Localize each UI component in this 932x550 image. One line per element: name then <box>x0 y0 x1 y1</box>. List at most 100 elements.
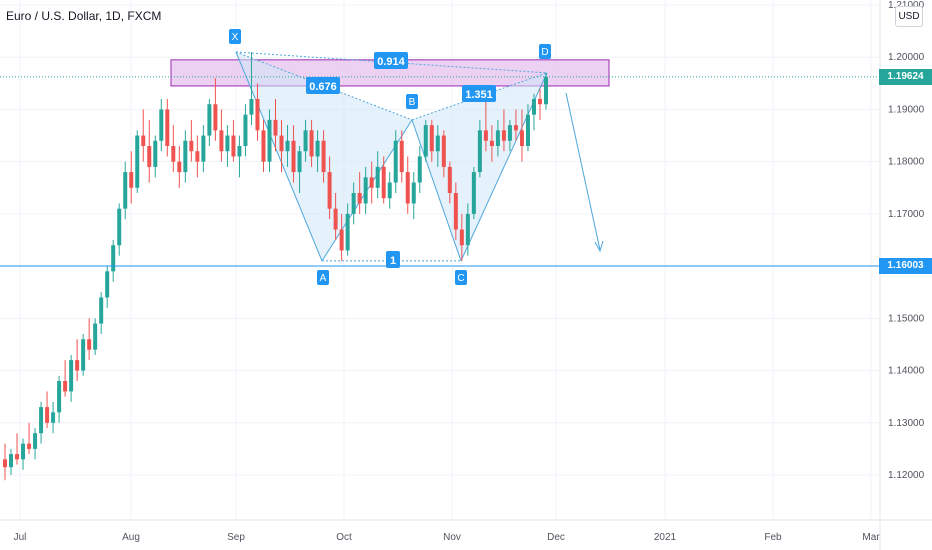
x-tick-label: Dec <box>547 532 565 543</box>
leg-xa <box>235 51 323 262</box>
x-tick-label: Jul <box>14 532 27 543</box>
candle-body <box>405 172 410 204</box>
projection-arrowhead <box>594 240 604 253</box>
candle-body <box>375 166 380 188</box>
point-label-d: D <box>541 47 548 58</box>
candle-body <box>255 99 260 131</box>
candle-body <box>69 360 74 392</box>
candle-body <box>387 182 392 199</box>
ratio-label-ac: 1 <box>390 255 396 267</box>
y-tick-label: 1.18000 <box>888 157 925 168</box>
candle-body <box>249 99 254 115</box>
y-tick-label: 1.13000 <box>888 418 925 429</box>
candle-body <box>369 177 374 188</box>
point-label-d-bg <box>539 44 551 59</box>
candle-body <box>399 140 404 173</box>
candle-body <box>219 130 224 152</box>
chart-title: Euro / U.S. Dollar, 1D, FXCM <box>6 9 162 23</box>
candle-body <box>21 443 26 460</box>
candle-body <box>141 135 146 146</box>
candle-body <box>465 213 470 246</box>
current-price-tag: 1.19624 <box>879 68 932 85</box>
x-tick-label: 2021 <box>654 532 677 543</box>
candle-body <box>147 146 152 167</box>
candle-body <box>261 130 266 162</box>
y-tick-label: 1.14000 <box>888 366 925 377</box>
candle-body <box>99 297 104 324</box>
candle-body <box>135 135 140 188</box>
candle-body <box>123 172 128 209</box>
x-tick-label: Mar <box>862 532 880 543</box>
support-price-tag: 1.16003 <box>879 257 932 274</box>
candle-body <box>27 443 32 449</box>
candle-body <box>9 454 14 468</box>
candle-body <box>501 130 506 141</box>
candle-body <box>189 140 194 152</box>
currency-button[interactable]: USD <box>895 6 923 27</box>
candle-body <box>351 193 356 214</box>
pattern-labels: X A B C D 0.676 1.351 0.914 1 <box>229 29 551 285</box>
ratio-label-xad-bg <box>374 52 408 69</box>
candle-body <box>495 130 500 146</box>
candle-body <box>285 140 290 152</box>
candle-body <box>225 135 230 152</box>
candle-body <box>297 151 302 173</box>
candle-body <box>525 114 530 146</box>
candle-body <box>411 182 416 204</box>
candle-body <box>81 339 86 371</box>
candle-body <box>423 125 428 157</box>
candle-body <box>207 104 212 136</box>
y-tick-label: 1.21000 <box>888 0 925 11</box>
point-label-b-bg <box>406 94 418 109</box>
candle-body <box>51 412 56 423</box>
candle-body <box>513 125 518 131</box>
candle-body <box>345 213 350 251</box>
ratio-label-ac-bg <box>386 251 400 268</box>
candle-body <box>195 151 200 162</box>
x-tick-label: Oct <box>336 532 352 543</box>
y-tick-label: 1.20000 <box>888 52 925 63</box>
candle-body <box>3 459 7 468</box>
x-tick-label: Nov <box>443 532 461 543</box>
candle-body <box>333 208 338 230</box>
candle-body <box>417 156 422 183</box>
candle-body <box>111 245 116 272</box>
candle-body <box>357 193 362 204</box>
candle-body <box>177 161 182 173</box>
candle-body <box>237 146 242 157</box>
point-label-c: C <box>457 273 464 284</box>
leg-bc <box>411 119 462 262</box>
point-label-x-bg <box>229 29 241 44</box>
point-label-x: X <box>232 32 239 43</box>
y-tick-label: 1.17000 <box>888 209 925 220</box>
candle-body <box>165 109 170 146</box>
candle-body <box>105 271 110 298</box>
candle-body <box>201 135 206 162</box>
candle-body <box>279 135 284 152</box>
point-label-b: B <box>409 97 416 108</box>
point-label-a-bg <box>317 270 329 285</box>
candle-body <box>243 114 248 146</box>
candle-body <box>273 119 278 136</box>
ratio-label-xad: 0.914 <box>377 56 405 68</box>
candle-body <box>159 109 164 141</box>
point-label-c-bg <box>455 270 467 285</box>
candle-body <box>87 339 92 350</box>
ratio-label-xab: 0.676 <box>309 81 337 93</box>
x-tick-label: Aug <box>122 532 140 543</box>
candle-body <box>447 166 452 193</box>
candle-body <box>435 135 440 152</box>
candle-body <box>531 99 536 115</box>
candle-body <box>93 323 98 350</box>
candle-body <box>471 172 476 214</box>
candle-body <box>459 229 464 246</box>
candle-body <box>117 208 122 246</box>
price-lines <box>0 76 880 267</box>
x-axis-labels: Jul Aug Sep Oct Nov Dec 2021 Feb Mar <box>14 532 881 543</box>
candle-body <box>507 125 512 141</box>
x-tick-label: Feb <box>764 532 782 543</box>
candle-body <box>339 229 344 251</box>
point-label-a: A <box>320 273 327 284</box>
ratio-label-bcd: 1.351 <box>465 89 493 101</box>
